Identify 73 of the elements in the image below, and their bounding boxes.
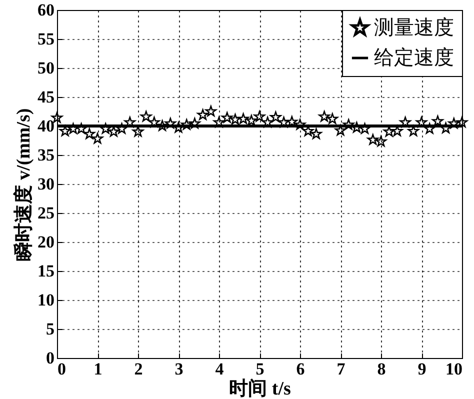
point [189, 118, 200, 129]
x-tick-label: 3 [174, 360, 184, 378]
point [278, 116, 290, 128]
x-tick-label: 9 [418, 360, 426, 378]
point [416, 116, 428, 128]
point [246, 114, 258, 126]
point [164, 118, 176, 129]
point [100, 123, 112, 134]
legend-label: 测量速度 [374, 17, 454, 39]
point [59, 125, 71, 136]
point [254, 110, 266, 122]
point [375, 136, 387, 147]
point [367, 134, 379, 145]
point [456, 116, 468, 128]
point [310, 128, 322, 140]
y-tick-label: 10 [38, 290, 54, 310]
point [286, 116, 298, 127]
point [148, 116, 160, 128]
legend-label: 给定速度 [374, 47, 454, 69]
point [334, 124, 346, 136]
y-tick-label: 60 [38, 0, 54, 20]
point [238, 113, 249, 124]
point [359, 123, 370, 134]
y-tick-label: 20 [38, 232, 54, 252]
point [213, 116, 225, 128]
point [205, 106, 217, 116]
point [197, 109, 208, 120]
y-tick-label: 25 [38, 204, 54, 222]
y-axis-title: 瞬时速度 v/(mm/s) [12, 108, 34, 261]
point [400, 116, 411, 128]
y-tick-label: 30 [38, 174, 54, 194]
x-tick-label: 1 [94, 360, 102, 378]
point [392, 125, 403, 136]
point [424, 123, 436, 134]
x-tick-label: 8 [377, 360, 386, 378]
y-tick-label: 50 [38, 58, 54, 78]
point [84, 128, 96, 140]
point [140, 110, 152, 122]
point [448, 118, 460, 129]
y-tick-label: 35 [38, 146, 54, 164]
x-tick-label: 6 [296, 360, 305, 378]
x-tick-label: 5 [256, 360, 264, 378]
point [156, 120, 168, 131]
point [172, 122, 184, 133]
point [342, 118, 354, 130]
point [351, 122, 362, 133]
y-tick-label: 40 [38, 116, 54, 136]
point [262, 116, 274, 128]
point [180, 118, 192, 130]
point [221, 112, 233, 123]
x-tick-label: 0 [58, 360, 66, 378]
y-tick-label: 45 [38, 88, 54, 106]
x-tick-label: 4 [215, 360, 224, 378]
y-tick-label: 15 [38, 262, 54, 280]
x-axis-title: 时间 t/s [229, 378, 291, 399]
point [92, 132, 104, 144]
point [270, 111, 282, 122]
point [68, 123, 79, 134]
point [408, 125, 420, 136]
x-tick-label: 2 [134, 360, 143, 378]
point [124, 116, 136, 128]
point [326, 113, 338, 124]
y-tick-label: 55 [38, 30, 54, 48]
point [318, 110, 330, 122]
x-tick-label: 10 [446, 360, 462, 378]
point [76, 123, 87, 134]
x-tick-label: 7 [336, 360, 346, 378]
y-tick-label: 5 [46, 320, 54, 338]
point [230, 114, 241, 125]
point [294, 118, 306, 130]
point [440, 122, 452, 134]
point [116, 123, 128, 134]
point [302, 125, 314, 136]
